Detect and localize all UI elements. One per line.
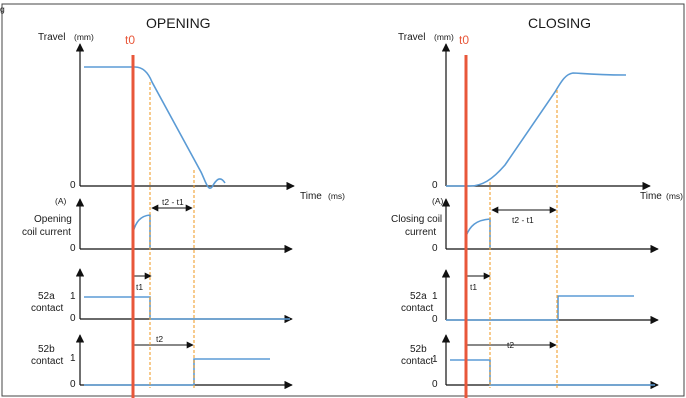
closing-52a-trace (446, 295, 634, 321)
closing-52a-label-1: 52a (410, 291, 427, 302)
closing-travel-label: Travel (398, 32, 425, 43)
opening-travel-label: Travel (38, 32, 65, 43)
closing-52a-one: 1 (432, 291, 438, 302)
closing-52b-zero: 0 (432, 379, 438, 390)
closing-t1-label: t1 (470, 282, 477, 292)
closing-52b-trace (450, 359, 655, 386)
opening-coil-unit: (A) (55, 196, 67, 206)
opening-travel-zero: 0 (70, 180, 76, 191)
opening-travel-curve (84, 66, 226, 189)
closing-52b-label-1: 52b (410, 344, 427, 355)
closing-t0-label: t0 (459, 33, 469, 47)
opening-52b-label-2: contact (31, 356, 63, 367)
opening-52a-label-2: contact (31, 303, 63, 314)
opening-t2-label: t2 (156, 334, 163, 344)
closing-travel-curve (446, 72, 627, 187)
closing-52b-one: 1 (432, 354, 438, 365)
closing-coil-label-1: Closing coil (391, 214, 442, 225)
closing-time-label: Time (640, 191, 662, 202)
closing-coil-unit: (A) (432, 196, 444, 206)
opening-52b-label-1: 52b (38, 344, 55, 355)
opening-travel-unit: (mm) (74, 32, 94, 42)
opening-52b-one: 1 (70, 353, 76, 364)
closing-coil-current-trace (465, 218, 491, 249)
opening-52a-one: 1 (70, 291, 76, 302)
corner-fragment: g (0, 4, 5, 14)
closing-52b-label-2: contact (401, 356, 433, 367)
opening-52b-trace (84, 358, 270, 386)
opening-52a-trace (84, 296, 290, 320)
closing-title: CLOSING (528, 15, 591, 31)
closing-t2-t1-label: t2 - t1 (512, 215, 534, 225)
opening-panel: OPENING t0 Travel (mm) 0 Time (ms) (A) O… (22, 15, 345, 398)
opening-coil-zero: 0 (70, 243, 76, 254)
opening-coil-label-2: coil current (22, 227, 71, 238)
opening-time-unit: (ms) (328, 191, 345, 201)
opening-t2-t1-label: t2 - t1 (162, 197, 184, 207)
closing-t2-label: t2 (507, 340, 514, 350)
closing-travel-unit: (mm) (434, 32, 454, 42)
opening-52a-label-1: 52a (38, 291, 55, 302)
opening-52b-zero: 0 (70, 379, 76, 390)
opening-coil-current-trace (132, 214, 151, 249)
closing-travel-zero: 0 (432, 180, 438, 191)
closing-coil-zero: 0 (432, 243, 438, 254)
closing-coil-label-2: current (405, 227, 436, 238)
opening-title: OPENING (146, 15, 211, 31)
closing-52a-zero: 0 (432, 314, 438, 325)
closing-panel: CLOSING t0 Travel (mm) 0 Time (ms) (A) C… (391, 15, 683, 398)
opening-coil-label-1: Opening (34, 214, 72, 225)
opening-52a-zero: 0 (70, 313, 76, 324)
closing-time-unit: (ms) (666, 191, 683, 201)
closing-52a-label-2: contact (401, 303, 433, 314)
opening-time-label: Time (300, 191, 322, 202)
opening-t0-label: t0 (125, 33, 135, 47)
opening-t1-label: t1 (136, 282, 143, 292)
